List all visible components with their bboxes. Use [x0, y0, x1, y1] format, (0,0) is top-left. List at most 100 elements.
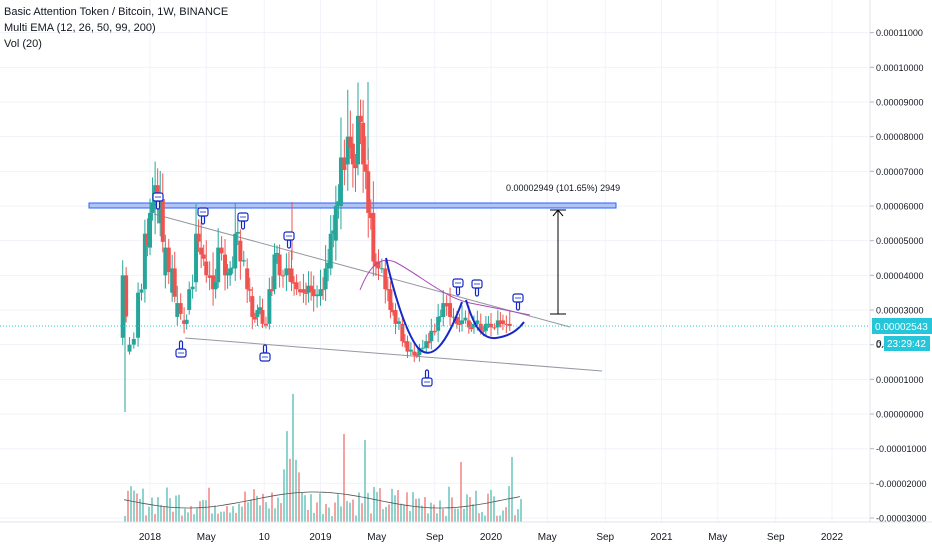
volume-bar: [397, 490, 399, 522]
volume-bar: [259, 505, 261, 522]
candle-body: [364, 164, 368, 171]
hand-pointer-icons: [153, 193, 523, 386]
volume-bar: [307, 510, 309, 522]
volume-bar: [454, 509, 456, 522]
candle-body: [121, 275, 125, 337]
candle-body: [261, 310, 265, 324]
volume-bar: [286, 431, 288, 522]
volume-bar: [520, 499, 522, 522]
volume-bar: [193, 514, 195, 522]
volume-bar: [502, 511, 504, 522]
y-tick-label: 0.00000000: [876, 410, 924, 420]
candle-body: [312, 289, 316, 296]
volume-bar: [517, 509, 519, 522]
indicator-ema-label[interactable]: Multi EMA (12, 26, 50, 99, 200): [4, 20, 228, 36]
volume-bar: [427, 513, 429, 522]
countdown-value: 23:29:42: [887, 339, 926, 350]
volume-bar: [463, 509, 465, 522]
volume-bar: [271, 493, 273, 522]
candle-body: [214, 282, 218, 289]
candle-body: [388, 289, 392, 310]
volume-bar: [301, 493, 303, 522]
candle-body: [163, 248, 167, 276]
volume-bar: [175, 496, 177, 522]
candle-body: [383, 268, 387, 289]
x-tick-label: 2019: [309, 532, 332, 543]
symbol-title[interactable]: Basic Attention Token / Bitcoin, 1W, BIN…: [4, 4, 228, 20]
candle-body: [148, 213, 152, 248]
resistance-zone[interactable]: [89, 203, 616, 208]
candle-body: [204, 261, 208, 275]
candle-body: [380, 268, 384, 269]
hand-pointer-icon: [176, 341, 186, 357]
volume-bar: [151, 498, 153, 522]
volume-bar: [478, 513, 480, 522]
volume-bar: [217, 514, 219, 522]
volume-bar: [283, 469, 285, 522]
candle-body: [250, 296, 254, 317]
hand-pointer-icon: [513, 294, 523, 310]
volume-bar: [343, 434, 345, 522]
volume-bar: [490, 490, 492, 522]
candle-body: [397, 321, 401, 324]
volume-bar: [376, 492, 378, 522]
candle-body: [429, 331, 433, 341]
y-tick-label: 0.00008000: [876, 132, 924, 142]
candle-body: [245, 268, 249, 289]
x-tick-label: 10: [259, 532, 271, 543]
volume-bar: [469, 497, 471, 522]
volume-bar: [439, 500, 441, 522]
volume-bar: [484, 516, 486, 522]
candlesticks: [121, 82, 512, 412]
descending-trendline-lower[interactable]: [185, 338, 602, 371]
volume-bar: [460, 462, 462, 522]
volume-bar: [133, 491, 135, 522]
candle-body: [220, 248, 224, 254]
volume-bar: [214, 505, 216, 522]
vertical-gridlines: [150, 0, 832, 522]
candle-body: [258, 307, 262, 310]
candle-body: [342, 157, 346, 170]
candle-body: [199, 248, 203, 255]
volume-bar: [451, 497, 453, 522]
candle-body: [334, 206, 338, 241]
volume-bar: [265, 502, 267, 522]
x-tick-label: May: [197, 532, 216, 543]
candle-body: [228, 268, 232, 275]
volume-bar: [448, 487, 450, 522]
candle-body: [202, 255, 206, 259]
candle-body: [421, 348, 425, 349]
y-tick-label: -0.00003000: [876, 514, 927, 524]
volume-bar: [364, 440, 366, 522]
volume-bar: [268, 508, 270, 522]
x-tick-label: 2022: [821, 532, 844, 543]
volume-bar: [430, 503, 432, 522]
volume-bar: [205, 500, 207, 522]
indicator-volume-label[interactable]: Vol (20): [4, 36, 228, 52]
volume-bar: [181, 516, 183, 522]
volume-bar: [199, 501, 201, 522]
volume-bar: [400, 504, 402, 522]
volume-bar: [145, 515, 147, 522]
volume-bar: [202, 500, 204, 522]
y-tick-label: 0.00004000: [876, 271, 924, 281]
candle-body: [278, 255, 282, 276]
y-tick-label: 0.00003000: [876, 306, 924, 316]
measure-tool[interactable]: [550, 210, 566, 314]
volume-bar: [406, 492, 408, 522]
volume-bar: [169, 498, 171, 522]
candle-body: [353, 164, 357, 168]
volume-bar: [235, 513, 237, 522]
hand-pointer-icon: [422, 370, 432, 386]
volume-bar: [256, 496, 258, 522]
candle-body: [445, 303, 449, 306]
candle-body: [253, 317, 257, 320]
candle-body: [191, 287, 195, 290]
x-tick-label: Sep: [426, 532, 444, 543]
volume-bar: [124, 516, 126, 522]
volume-bar: [136, 493, 138, 522]
y-tick-label: 0.00001000: [876, 375, 924, 385]
candle-body: [436, 317, 440, 331]
